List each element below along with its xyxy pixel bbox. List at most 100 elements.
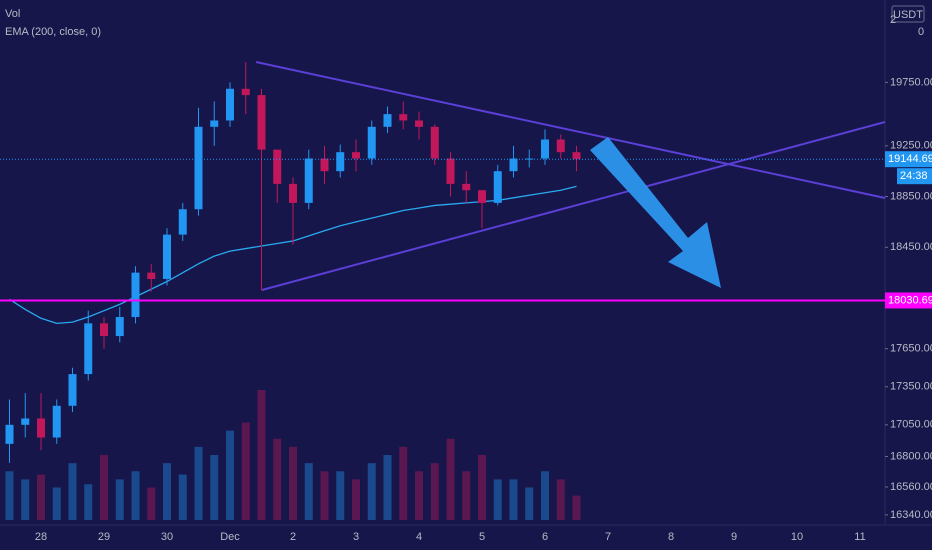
volume-label: Vol	[5, 8, 20, 20]
x-tick-label: 30	[161, 531, 173, 543]
candle-body	[352, 152, 360, 159]
candle-body	[131, 272, 140, 318]
volume-axis-label: 0	[918, 26, 924, 38]
volume-bar	[415, 471, 423, 520]
candle-body	[210, 120, 219, 127]
volume-bar	[352, 479, 360, 520]
x-tick-label: 3	[353, 531, 359, 543]
trend-line	[261, 121, 886, 291]
volume-axis-label: 2	[890, 14, 896, 26]
volume-bar	[478, 455, 486, 520]
volume-bar	[163, 463, 171, 520]
x-tick-label: 4	[416, 531, 422, 543]
volume-bar	[52, 487, 61, 520]
candle-body	[556, 139, 565, 153]
candle-body	[257, 95, 266, 150]
x-tick-label: 28	[35, 531, 47, 543]
volume-bar	[304, 463, 313, 520]
x-tick-label: 29	[98, 531, 110, 543]
volume-bar	[21, 479, 30, 520]
candle-body	[525, 158, 534, 160]
volume-bar	[257, 390, 266, 520]
volume-bar	[525, 487, 534, 520]
candle-body	[383, 114, 392, 127]
volume-bar	[147, 487, 156, 520]
volume-bar	[541, 471, 549, 520]
candle-body	[415, 120, 423, 127]
volume-bar	[289, 446, 297, 520]
candle-body	[273, 149, 282, 184]
x-tick-label: 8	[668, 531, 674, 543]
volume-bar	[430, 463, 439, 520]
y-tick-label: 18450.00	[890, 241, 932, 253]
x-tick-label: Dec	[220, 531, 240, 543]
y-tick-label: 18850.00	[890, 190, 932, 202]
price-line-box	[885, 292, 932, 309]
candle-body	[478, 190, 486, 203]
volume-bar	[572, 495, 581, 520]
indicator-label: EMA (200, close, 0)	[5, 26, 101, 38]
candle-body	[84, 323, 93, 375]
y-tick-label: 17350.00	[890, 381, 932, 393]
volume-bar	[210, 455, 219, 520]
countdown-box	[897, 168, 932, 185]
candle-body	[52, 405, 61, 438]
x-tick-label: 2	[290, 531, 296, 543]
volume-bar	[241, 422, 250, 520]
volume-bar	[131, 471, 140, 520]
arrow	[590, 137, 721, 288]
candle-body	[5, 424, 14, 444]
volume-bar	[556, 479, 565, 520]
volume-bar	[5, 471, 14, 520]
candle-body	[304, 158, 313, 203]
candle-body	[178, 209, 187, 235]
volume-bar	[273, 438, 282, 520]
y-tick-label: 16340.00	[890, 509, 932, 521]
y-tick-label: 16800.00	[890, 450, 932, 462]
volume-bar	[509, 479, 518, 520]
candle-body	[462, 183, 471, 191]
countdown: 24:38	[900, 170, 928, 182]
candle-body	[336, 152, 345, 172]
candle-body	[37, 418, 45, 438]
candle-body	[226, 88, 234, 121]
volume-bar	[336, 471, 345, 520]
candle-body	[147, 272, 156, 279]
volume-bar	[115, 479, 124, 520]
candle-body	[115, 317, 124, 337]
candle-body	[493, 171, 502, 203]
y-tick-label: 19750.00	[890, 76, 932, 88]
candle-body	[163, 234, 171, 279]
volume-bar	[68, 463, 77, 520]
candle-body	[289, 183, 297, 203]
last-price-label: 19144.69	[888, 153, 932, 165]
candle-body	[194, 126, 203, 210]
candle-body	[100, 323, 108, 337]
x-tick-label: 9	[731, 531, 737, 543]
volume-bar	[446, 438, 455, 520]
x-tick-label: 5	[479, 531, 485, 543]
volume-bar	[100, 455, 108, 520]
volume-bar	[178, 474, 187, 520]
candle-body	[541, 139, 549, 159]
candle-body	[509, 158, 518, 172]
trend-line	[255, 61, 886, 199]
volume-bar	[399, 446, 408, 520]
volume-bar	[84, 484, 93, 520]
price-line-label: 18030.69	[888, 294, 932, 306]
x-tick-label: 6	[542, 531, 548, 543]
volume-bar	[462, 471, 471, 520]
drawings	[255, 61, 886, 291]
last-price-box	[885, 151, 932, 168]
x-tick-label: 10	[791, 531, 803, 543]
volume-bar	[37, 474, 45, 520]
candle-body	[320, 158, 329, 172]
y-tick-label: 17050.00	[890, 419, 932, 431]
volume-bar	[320, 471, 329, 520]
volume-bar	[383, 455, 392, 520]
x-tick-label: 7	[605, 531, 611, 543]
volume-bar	[493, 479, 502, 520]
volume-bar	[226, 430, 234, 520]
x-tick-label: 11	[854, 531, 865, 543]
